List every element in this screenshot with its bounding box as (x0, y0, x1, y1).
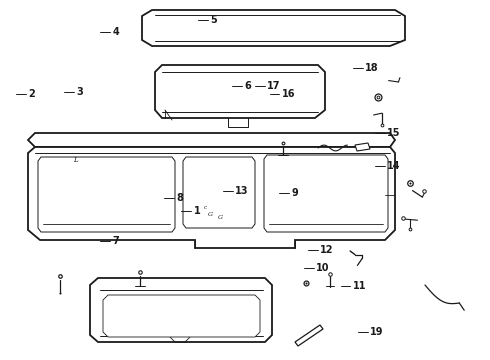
Text: 13: 13 (235, 186, 249, 196)
Polygon shape (28, 133, 395, 147)
Text: 6: 6 (244, 81, 251, 91)
Text: 11: 11 (353, 281, 367, 291)
Text: 10: 10 (316, 263, 330, 273)
Polygon shape (355, 143, 370, 151)
Text: 9: 9 (292, 188, 298, 198)
Text: 8: 8 (176, 193, 183, 203)
Text: 16: 16 (282, 89, 295, 99)
Text: 14: 14 (387, 161, 401, 171)
Text: G: G (218, 216, 222, 220)
Text: L: L (73, 156, 77, 164)
Polygon shape (142, 10, 405, 46)
Text: 12: 12 (320, 245, 334, 255)
Polygon shape (295, 325, 323, 346)
Polygon shape (264, 155, 388, 232)
Text: 1: 1 (194, 206, 200, 216)
Text: 19: 19 (370, 327, 384, 337)
Polygon shape (28, 147, 395, 248)
Text: 18: 18 (365, 63, 379, 73)
Text: 5: 5 (211, 15, 218, 25)
Text: 15: 15 (387, 128, 401, 138)
Text: 7: 7 (113, 236, 120, 246)
Polygon shape (103, 295, 260, 337)
Polygon shape (155, 65, 325, 118)
Text: 2: 2 (28, 89, 35, 99)
Text: 3: 3 (76, 87, 83, 97)
Polygon shape (38, 157, 175, 232)
Text: G: G (207, 212, 213, 217)
Text: 4: 4 (113, 27, 120, 37)
Text: 17: 17 (267, 81, 281, 91)
Polygon shape (90, 278, 272, 342)
Polygon shape (183, 157, 255, 228)
Text: c: c (203, 206, 207, 211)
